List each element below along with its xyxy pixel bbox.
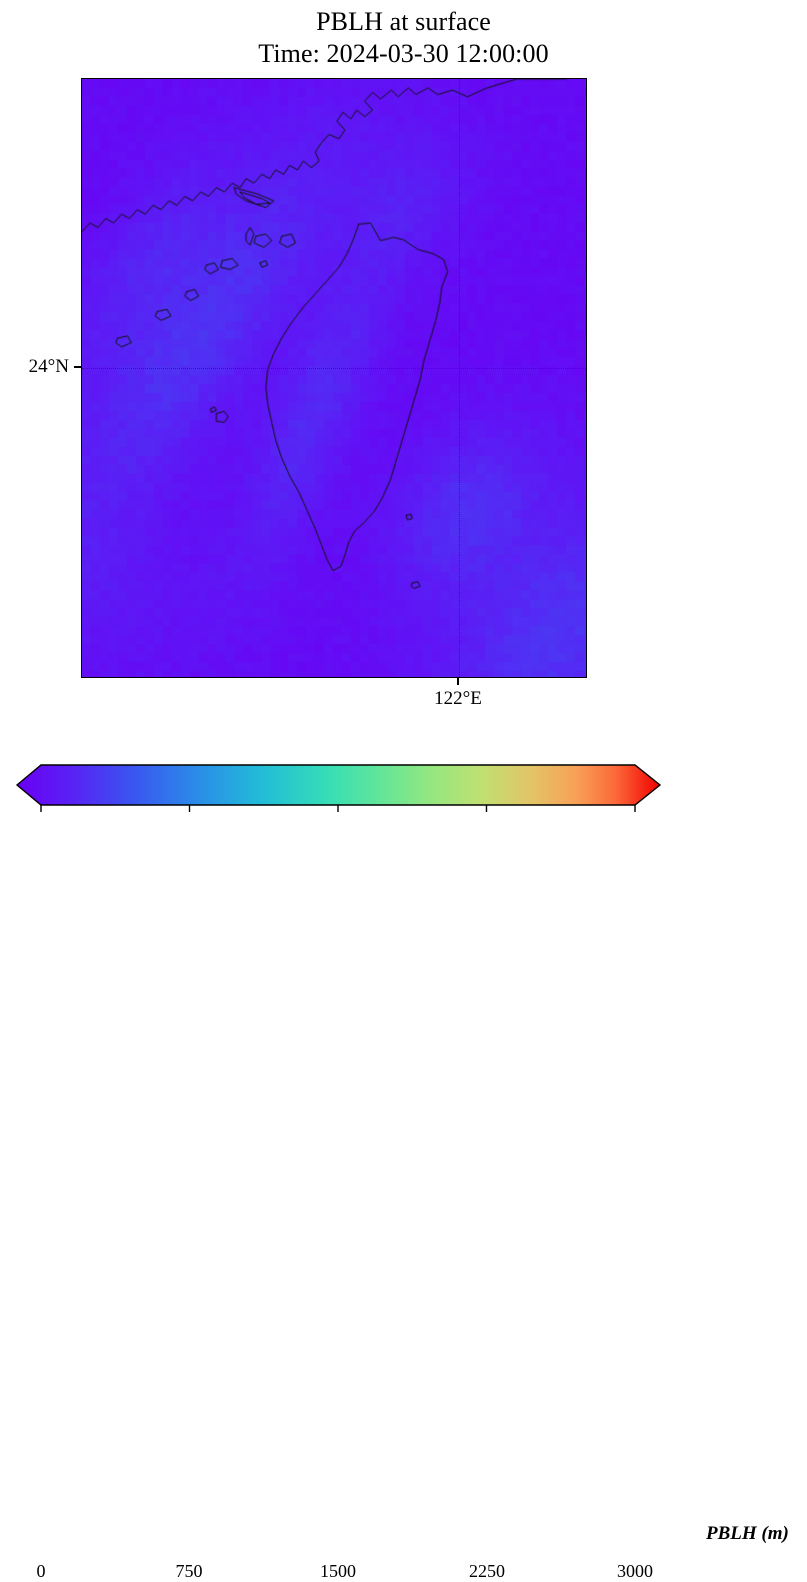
axis-label-latitude-24n: 24°N	[28, 355, 69, 377]
colorbar-ticks	[40, 805, 636, 812]
figure-title: PBLH at surface Time: 2024-03-30 12:00:0…	[0, 6, 807, 69]
colorbar-tick-label-3000: 3000	[617, 1561, 653, 1581]
tick-latitude-24n	[74, 366, 81, 368]
title-time-line: Time: 2024-03-30 12:00:00	[258, 38, 549, 68]
colorbar-gradient-svg	[15, 764, 662, 812]
colorbar[interactable]: 0 750 1500 2250 3000 PBLH (m)	[0, 755, 807, 1581]
title-main-line: PBLH at surface	[316, 7, 491, 36]
colorbar-tick-label-2250: 2250	[469, 1561, 505, 1581]
tick-longitude-122e	[457, 678, 459, 685]
colorbar-tick-label-750: 750	[175, 1561, 203, 1581]
map-plot-area[interactable]	[81, 78, 587, 678]
colorbar-tick-label-0: 0	[36, 1561, 46, 1581]
colorbar-title-label: PBLH (m)	[706, 1523, 789, 1544]
colorbar-tick-label-1500: 1500	[320, 1561, 356, 1581]
colorbar-body	[15, 764, 662, 806]
axis-label-longitude-122e: 122°E	[434, 688, 482, 709]
pblh-heatmap-canvas	[82, 79, 586, 677]
